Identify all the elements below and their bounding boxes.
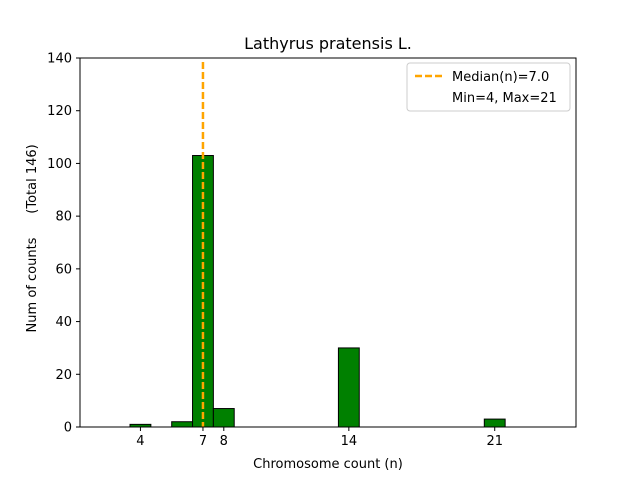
legend-box	[406, 62, 571, 112]
x-tick-label-7: 7	[199, 434, 207, 449]
bar-6	[171, 421, 194, 428]
plot-frame	[79, 57, 577, 428]
bar-8	[212, 408, 235, 428]
y-axis-total-label: (Total 146)	[25, 144, 40, 213]
x-axis-label: Chromosome count (n)	[253, 457, 403, 472]
y-tick-label-60: 60	[55, 262, 72, 277]
y-tick-label-80: 80	[55, 210, 72, 225]
bar-21	[483, 418, 506, 428]
legend: Median(n)=7.0 Min=4, Max=21	[406, 62, 571, 112]
y-axis: 0 20 40 60 80 100 120 140	[47, 52, 80, 436]
y-axis-label: Num of counts	[25, 237, 40, 332]
y-tick-label-0: 0	[64, 421, 72, 436]
x-tick-label-8: 8	[220, 434, 228, 449]
y-tick-label-20: 20	[55, 368, 72, 383]
legend-entry-median: Median(n)=7.0	[452, 70, 549, 85]
bar-14	[337, 347, 360, 428]
x-tick-label-21: 21	[486, 434, 503, 449]
y-tick-label-140: 140	[47, 52, 72, 67]
legend-entry-minmax: Min=4, Max=21	[452, 91, 557, 106]
y-tick-label-100: 100	[47, 157, 72, 172]
x-tick-label-4: 4	[136, 434, 144, 449]
x-tick-label-14: 14	[341, 434, 358, 449]
x-axis: 4 7 8 14 21	[136, 427, 503, 449]
y-tick-label-40: 40	[55, 315, 72, 330]
chart-title: Lathyrus pratensis L.	[244, 34, 412, 53]
bars-layer	[129, 155, 506, 428]
y-tick-label-120: 120	[47, 104, 72, 119]
